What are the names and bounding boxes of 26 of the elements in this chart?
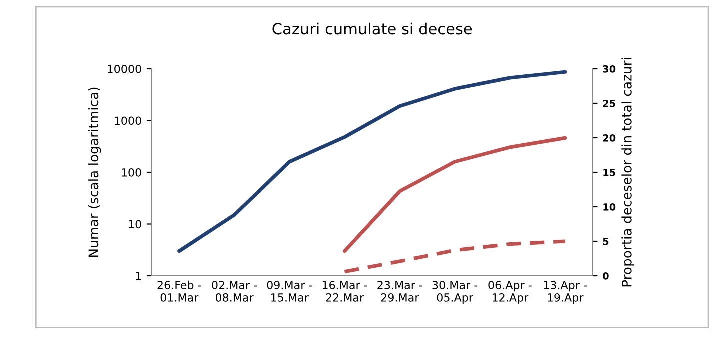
y2-tick-label: 10 (604, 203, 616, 211)
y2-tick-label: 25 (603, 100, 616, 108)
y-tick-label: 1 (136, 272, 142, 280)
x-tick-label: 23.Mar - 29.Mar (378, 281, 422, 302)
y2-axis-title: Proportia deceselor din total cazuri (622, 58, 634, 287)
y-axis-title: Numar (scala logaritmica) (88, 88, 102, 257)
x-tick-label: 09.Mar - 15.Mar (267, 281, 312, 302)
x-tick-label: 02.Mar - 08.Mar (212, 281, 258, 302)
x-tick-label: 06.Apr - 12.Apr (488, 281, 532, 304)
y-tick-label: 1000 (115, 116, 142, 126)
x-tick-label: 30.Mar - 05.Apr (432, 281, 478, 304)
x-tick-label: 26.Feb - 01.Mar (158, 280, 202, 302)
line-series (342, 136, 568, 254)
y-tick-label: 10000 (108, 64, 142, 74)
y-tick-label: 10 (129, 220, 142, 229)
y2-tick-label: 30 (603, 65, 616, 73)
y2-tick-label: 0 (603, 272, 609, 280)
line-series (342, 240, 568, 274)
y-tick-label: 100 (122, 168, 142, 177)
y2-tick-label: 20 (603, 134, 616, 142)
x-tick-label: 16.Mar - 22.Mar (322, 281, 368, 302)
line-series (178, 70, 568, 254)
chart-title: Cazuri cumulate si decese (272, 22, 472, 35)
y2-tick-label: 15 (604, 169, 616, 176)
x-tick-label: 13.Apr - 19.Apr (544, 281, 587, 304)
y2-tick-label: 5 (603, 238, 609, 246)
